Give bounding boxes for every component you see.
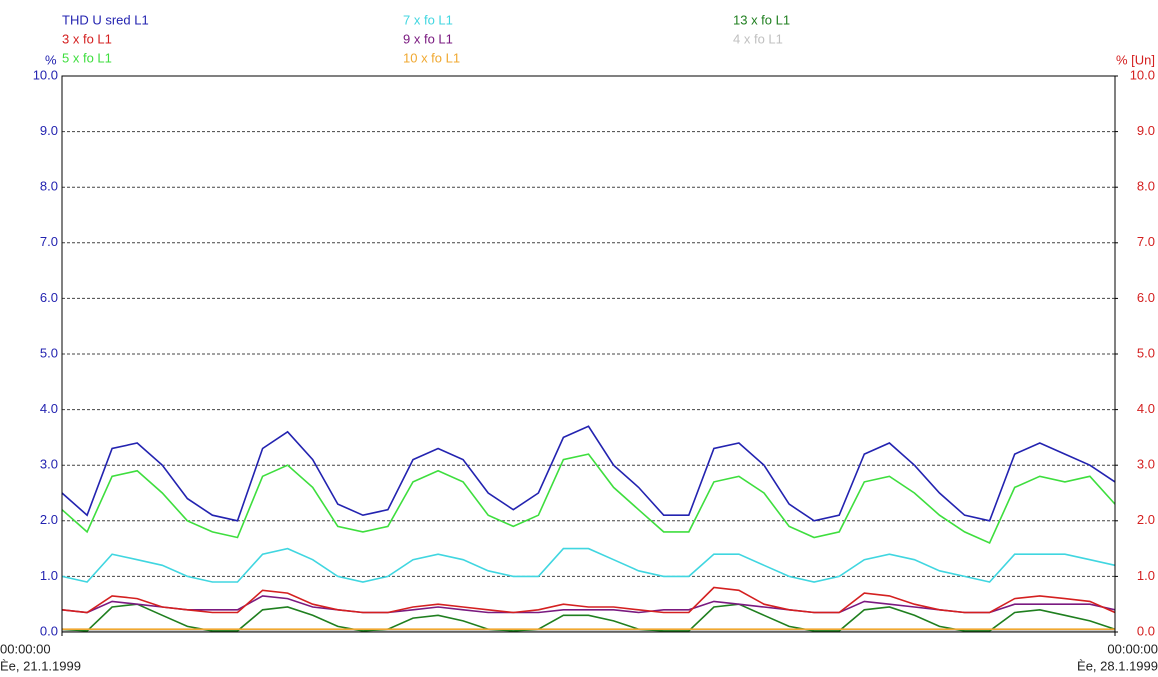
y-tick-label: 10.0: [33, 67, 58, 82]
series-line: [61, 595, 1116, 614]
y2-tick-label: 2.0: [1137, 512, 1155, 527]
series-line: [61, 453, 1116, 545]
y2-tick-label: 0.0: [1137, 623, 1155, 638]
y2-tick-label: 8.0: [1137, 179, 1155, 194]
legend-entry: 7 x fo L1: [403, 12, 453, 27]
y-axis-label: %: [45, 52, 57, 67]
y2-tick-label: 5.0: [1137, 345, 1155, 360]
x-tick-label: 00:00:00: [0, 641, 51, 656]
series-line: [61, 586, 1116, 614]
y-tick-label: 6.0: [40, 290, 58, 305]
y-tick-label: 2.0: [40, 512, 58, 527]
x-tick-date: Èe, 28.1.1999: [1077, 658, 1158, 673]
y2-tick-label: 9.0: [1137, 123, 1155, 138]
series-line: [61, 425, 1116, 522]
y-tick-label: 4.0: [40, 401, 58, 416]
y2-tick-label: 4.0: [1137, 401, 1155, 416]
legend-entry: 9 x fo L1: [403, 31, 453, 46]
x-tick-label: 00:00:00: [1107, 641, 1158, 656]
plot-frame: [61, 75, 1116, 633]
legend-entry: 3 x fo L1: [62, 31, 112, 46]
x-tick-date: Èe, 21.1.1999: [0, 658, 81, 673]
y-tick-label: 9.0: [40, 123, 58, 138]
y-tick-label: 8.0: [40, 179, 58, 194]
legend-entry: 5 x fo L1: [62, 50, 112, 65]
legend-entry: THD U sred L1: [62, 12, 149, 27]
y-tick-label: 1.0: [40, 568, 58, 583]
y-tick-label: 3.0: [40, 457, 58, 472]
y2-tick-label: 10.0: [1130, 67, 1155, 82]
legend-entry: 13 x fo L1: [733, 12, 790, 27]
y2-tick-label: 1.0: [1137, 568, 1155, 583]
y2-tick-label: 3.0: [1137, 457, 1155, 472]
y-tick-label: 0.0: [40, 623, 58, 638]
legend-entry: 10 x fo L1: [403, 50, 460, 65]
y-tick-label: 5.0: [40, 345, 58, 360]
series-line: [61, 603, 1116, 632]
y-tick-label: 7.0: [40, 234, 58, 249]
legend-entry: 4 x fo L1: [733, 31, 783, 46]
y2-axis-label: % [Un]: [1116, 52, 1155, 67]
y2-tick-label: 7.0: [1137, 234, 1155, 249]
y2-tick-label: 6.0: [1137, 290, 1155, 305]
series-line: [61, 547, 1116, 583]
